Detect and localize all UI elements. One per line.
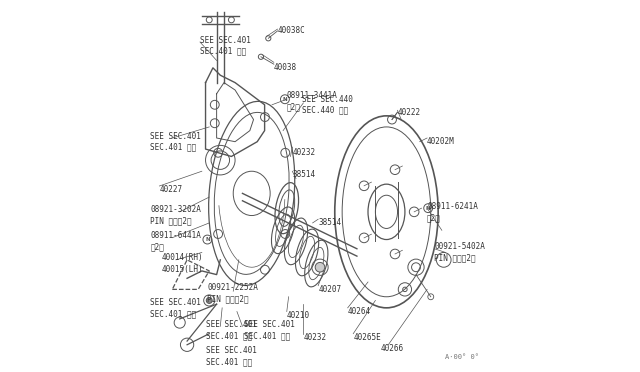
- Text: SEE SEC.401
SEC.401 参照: SEE SEC.401 SEC.401 参照: [150, 298, 201, 318]
- Text: 40264: 40264: [348, 307, 371, 316]
- Text: SEE SEC.401
SEC.401 参照: SEE SEC.401 SEC.401 参照: [150, 132, 201, 152]
- Text: 38514: 38514: [318, 218, 341, 227]
- Text: 40266: 40266: [381, 344, 404, 353]
- Text: 00921-5402A
PIN ピン（2）: 00921-5402A PIN ピン（2）: [435, 243, 485, 263]
- Text: SEE SEC.401
SEC.401 参照: SEE SEC.401 SEC.401 参照: [244, 320, 295, 340]
- Text: 40210: 40210: [287, 311, 310, 320]
- Circle shape: [316, 262, 324, 272]
- Text: 40232: 40232: [303, 333, 326, 342]
- Text: SEE SEC.401
SEC.401 参照: SEE SEC.401 SEC.401 参照: [200, 36, 251, 56]
- Text: SEE SEC.440
SEC.440 参照: SEE SEC.440 SEC.440 参照: [301, 95, 353, 115]
- Text: 40232: 40232: [292, 148, 316, 157]
- Text: N: N: [205, 237, 210, 242]
- Text: 40038C: 40038C: [278, 26, 305, 35]
- Text: A·00° 0°: A·00° 0°: [445, 353, 479, 359]
- Text: 40265E: 40265E: [353, 333, 381, 342]
- Text: 08911-3441A
（2）: 08911-3441A （2）: [287, 91, 338, 111]
- Text: 40202M: 40202M: [427, 137, 455, 146]
- Text: SEE SEC.401
SEC.401 参照: SEE SEC.401 SEC.401 参照: [205, 320, 257, 340]
- Circle shape: [206, 298, 212, 304]
- Text: N: N: [283, 97, 287, 102]
- Text: 40207: 40207: [318, 285, 341, 294]
- Text: N: N: [426, 206, 431, 211]
- Text: 40038: 40038: [274, 63, 297, 72]
- Text: 40014(RH)
40015(LH): 40014(RH) 40015(LH): [161, 253, 203, 273]
- Text: 00921-2252A
PIN ピン（2）: 00921-2252A PIN ピン（2）: [207, 283, 259, 303]
- Text: SEE SEC.401
SEC.401 参照: SEE SEC.401 SEC.401 参照: [205, 346, 257, 366]
- Text: 08911-6241A
（2）: 08911-6241A （2）: [427, 202, 478, 222]
- Text: 38514: 38514: [292, 170, 316, 179]
- Text: 08921-3202A
PIN ピン（2）: 08921-3202A PIN ピン（2）: [150, 205, 201, 225]
- Text: 40222: 40222: [397, 108, 420, 117]
- Text: 40227: 40227: [159, 185, 182, 194]
- Text: 08911-6441A
（2）: 08911-6441A （2）: [150, 231, 201, 251]
